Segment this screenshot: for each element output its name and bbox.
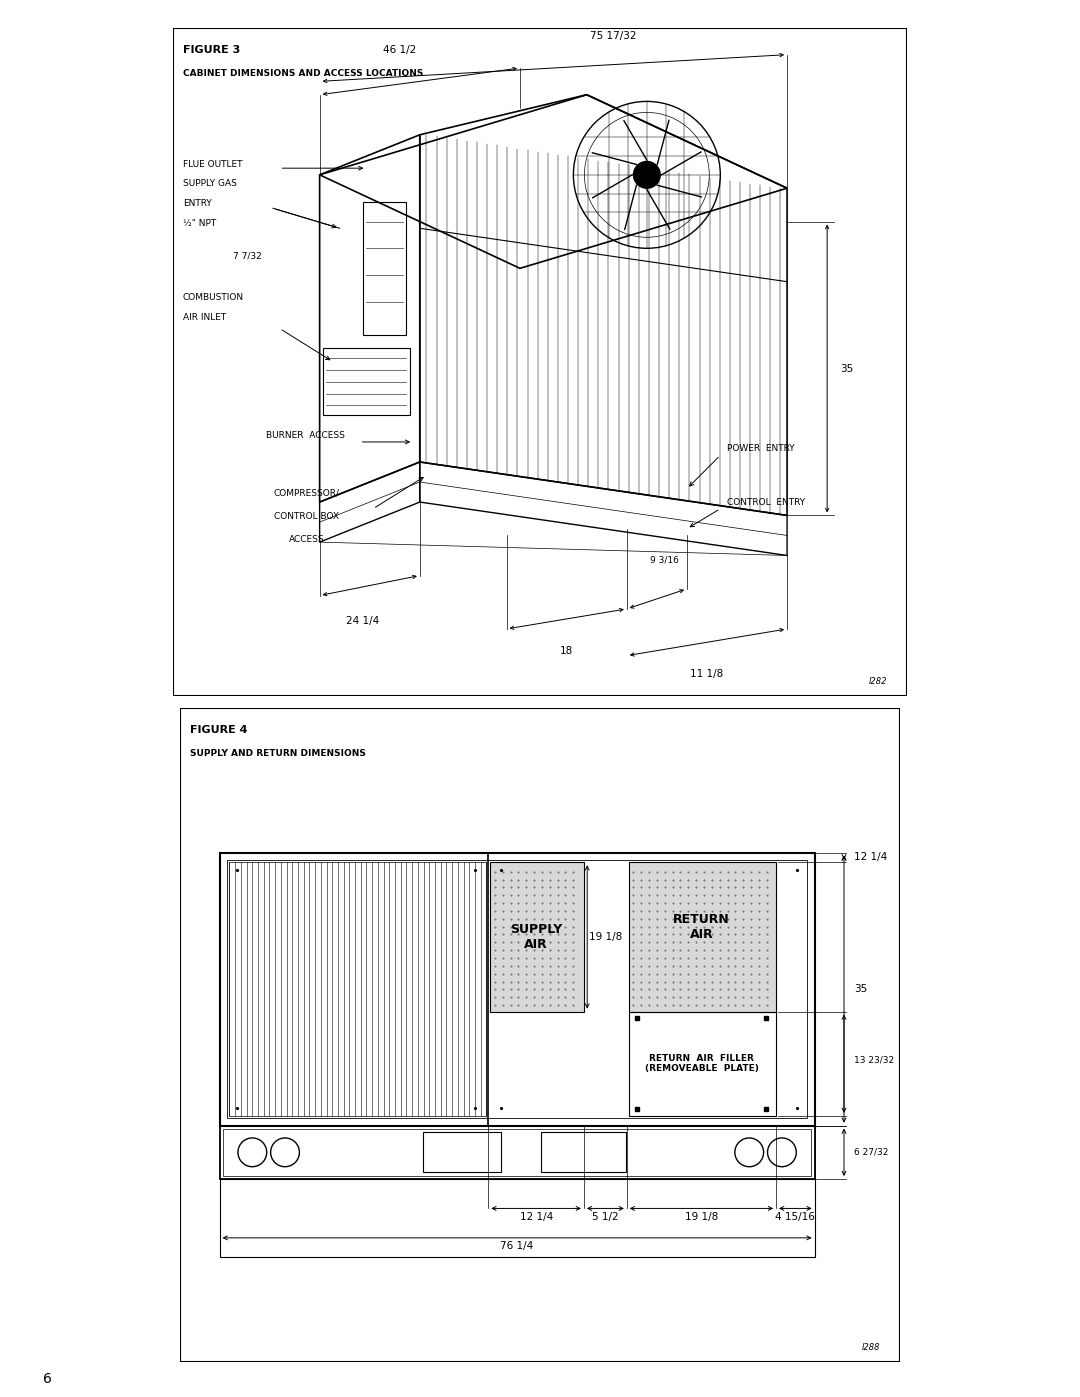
Text: 13 23/32: 13 23/32 [854,1056,894,1065]
Text: l288: l288 [862,1344,880,1352]
Text: FIGURE 3: FIGURE 3 [183,45,240,54]
Text: 18: 18 [561,645,573,655]
Text: 7 7/32: 7 7/32 [233,251,261,261]
Text: 24 1/4: 24 1/4 [347,616,380,626]
Text: 35: 35 [840,363,854,373]
Text: CABINET DIMENSIONS AND ACCESS LOCATIONS: CABINET DIMENSIONS AND ACCESS LOCATIONS [183,70,423,78]
Text: CONTROL  ENTRY: CONTROL ENTRY [727,497,805,507]
Text: 5 1/2: 5 1/2 [592,1211,619,1222]
Bar [423,1132,501,1172]
Text: ACCESS: ACCESS [288,535,324,545]
Text: 4 15/16: 4 15/16 [775,1211,815,1222]
Text: 46 1/2: 46 1/2 [383,45,417,54]
Text: l282: l282 [868,676,888,686]
Text: 35: 35 [854,983,867,995]
Text: 11 1/8: 11 1/8 [690,669,724,679]
Bar [629,862,777,1011]
Text: POWER  ENTRY: POWER ENTRY [727,444,795,453]
Circle shape [634,162,660,189]
Text: COMBUSTION: COMBUSTION [183,293,244,302]
Bar [219,1179,814,1257]
Bar [541,1132,625,1172]
Text: SUPPLY
AIR: SUPPLY AIR [510,923,563,951]
Text: FIGURE 4: FIGURE 4 [190,725,247,735]
Text: COMPRESSOR/: COMPRESSOR/ [273,489,339,497]
Text: RETURN  AIR  FILLER
(REMOVEABLE  PLATE): RETURN AIR FILLER (REMOVEABLE PLATE) [645,1053,758,1073]
Text: 75 17/32: 75 17/32 [590,31,637,42]
Text: CONTROL BOX: CONTROL BOX [274,513,339,521]
Bar [363,201,406,335]
Text: 6 27/32: 6 27/32 [854,1148,888,1157]
Bar [229,862,486,1116]
Bar [222,1129,811,1176]
Text: ENTRY: ENTRY [183,200,212,208]
Text: AIR INLET: AIR INLET [183,313,226,321]
Text: 19 1/8: 19 1/8 [590,932,622,942]
Bar [323,348,409,415]
Text: 19 1/8: 19 1/8 [685,1211,718,1222]
Bar [629,1011,777,1116]
Text: RETURN
AIR: RETURN AIR [673,914,730,942]
Bar [490,862,584,1011]
Bar [219,1126,814,1179]
Text: 12 1/4: 12 1/4 [854,852,887,862]
Text: SUPPLY GAS: SUPPLY GAS [183,179,237,189]
Text: 76 1/4: 76 1/4 [500,1241,534,1252]
Text: 12 1/4: 12 1/4 [519,1211,553,1222]
Text: 6: 6 [43,1372,52,1386]
Bar [228,861,807,1118]
Text: BURNER  ACCESS: BURNER ACCESS [266,430,346,440]
Bar [219,852,814,1126]
Text: SUPPLY AND RETURN DIMENSIONS: SUPPLY AND RETURN DIMENSIONS [190,749,366,757]
Text: ½" NPT: ½" NPT [183,219,216,228]
Text: FLUE OUTLET: FLUE OUTLET [183,161,242,169]
Text: 9 3/16: 9 3/16 [650,556,679,564]
